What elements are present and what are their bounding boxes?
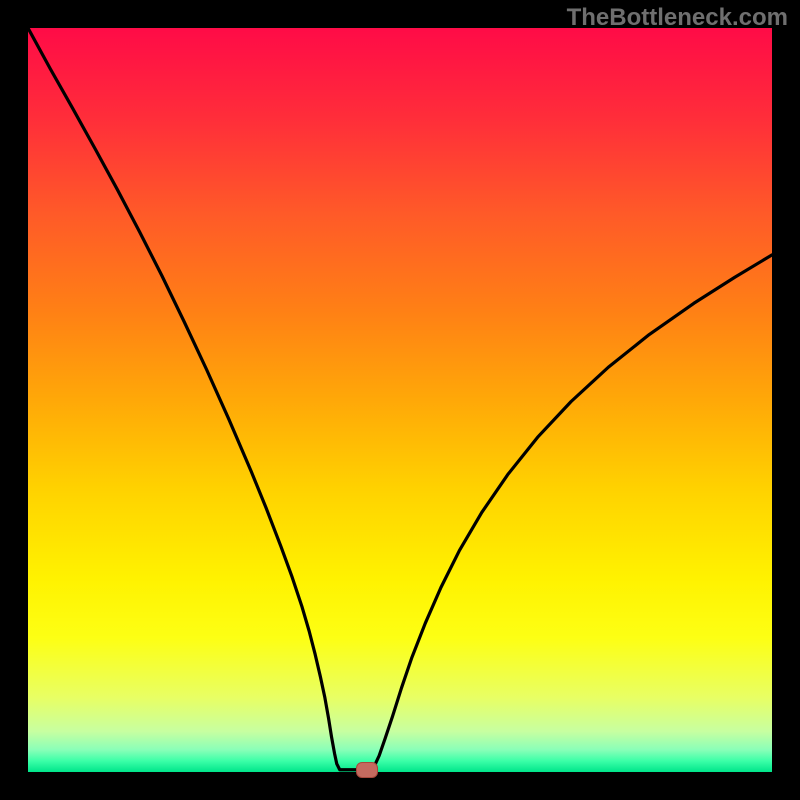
bottleneck-curve xyxy=(28,28,772,772)
bottleneck-point-marker xyxy=(356,762,378,778)
plot-area xyxy=(28,28,772,772)
watermark-text: TheBottleneck.com xyxy=(567,4,788,32)
